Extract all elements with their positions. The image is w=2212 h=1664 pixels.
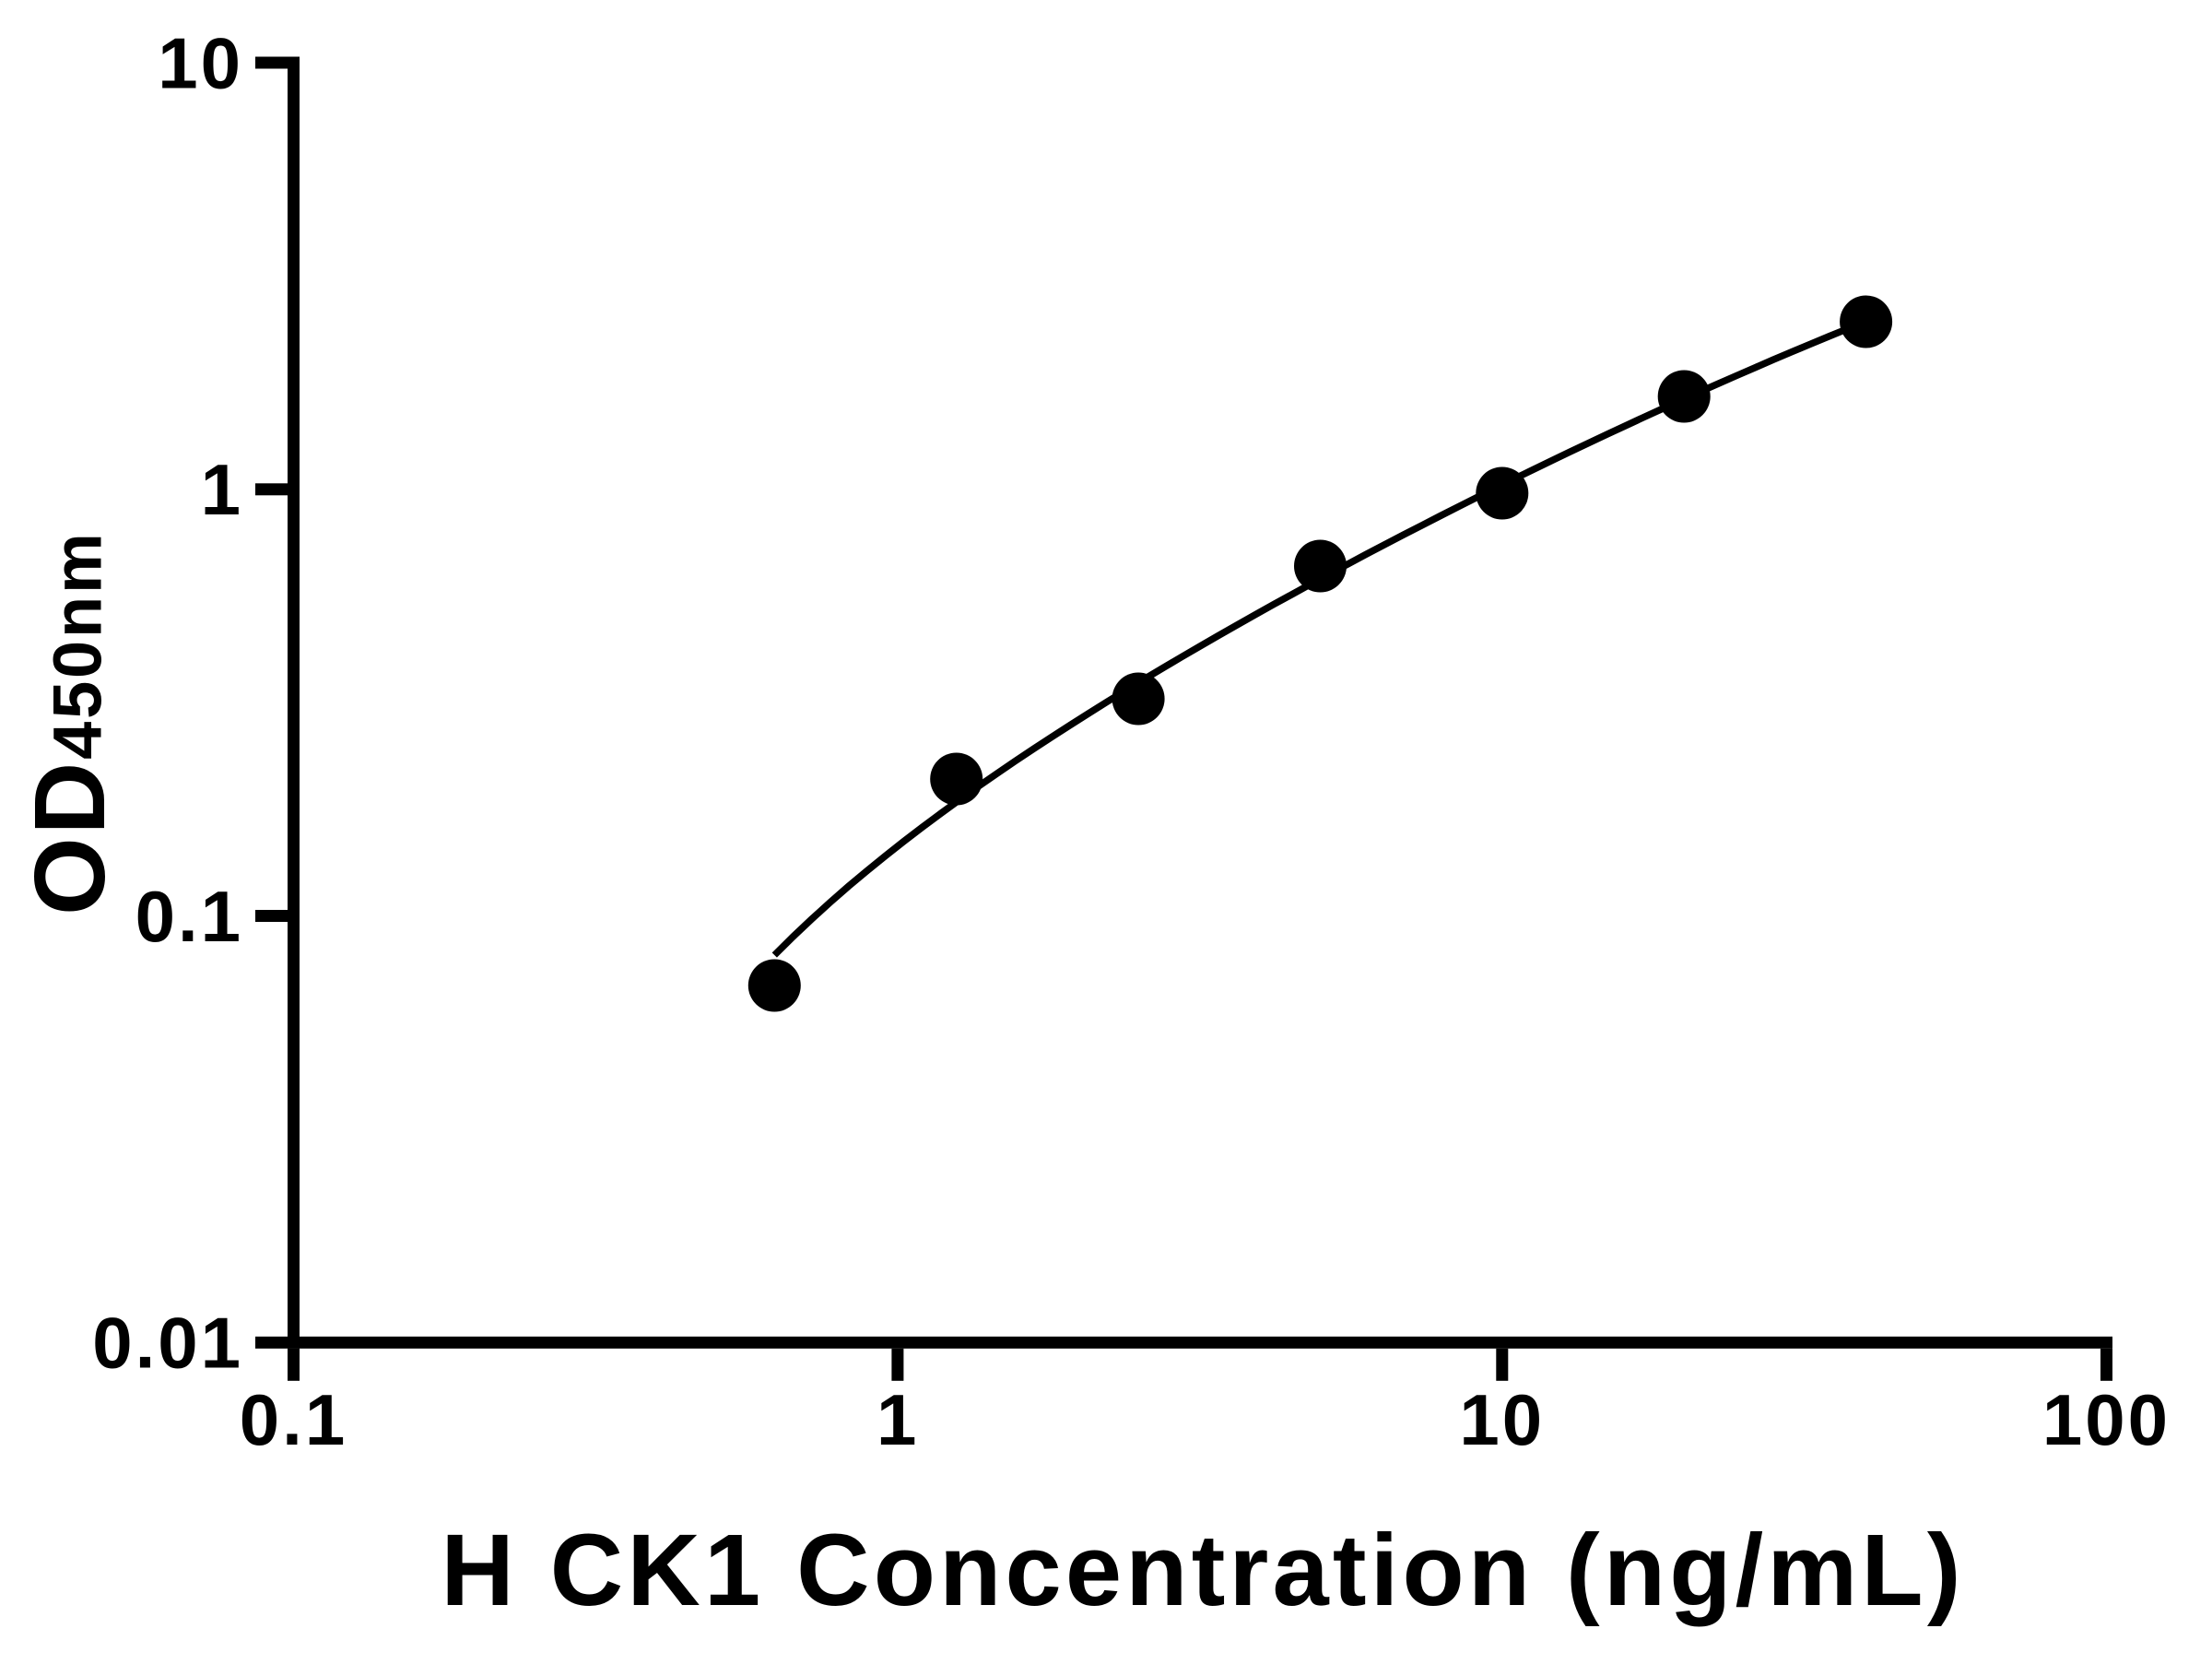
svg-text:0.1: 0.1 bbox=[240, 1379, 347, 1460]
svg-text:0.1: 0.1 bbox=[135, 876, 243, 957]
svg-text:1: 1 bbox=[877, 1379, 919, 1460]
svg-text:100: 100 bbox=[2042, 1379, 2171, 1460]
svg-text:H CK1 Concentration (ng/mL): H CK1 Concentration (ng/mL) bbox=[441, 1514, 1964, 1627]
svg-text:0.01: 0.01 bbox=[92, 1303, 243, 1384]
svg-text:10: 10 bbox=[1459, 1379, 1545, 1460]
svg-text:1: 1 bbox=[201, 449, 243, 530]
svg-text:OD450nm: OD450nm bbox=[14, 530, 126, 915]
svg-text:10: 10 bbox=[158, 22, 243, 103]
